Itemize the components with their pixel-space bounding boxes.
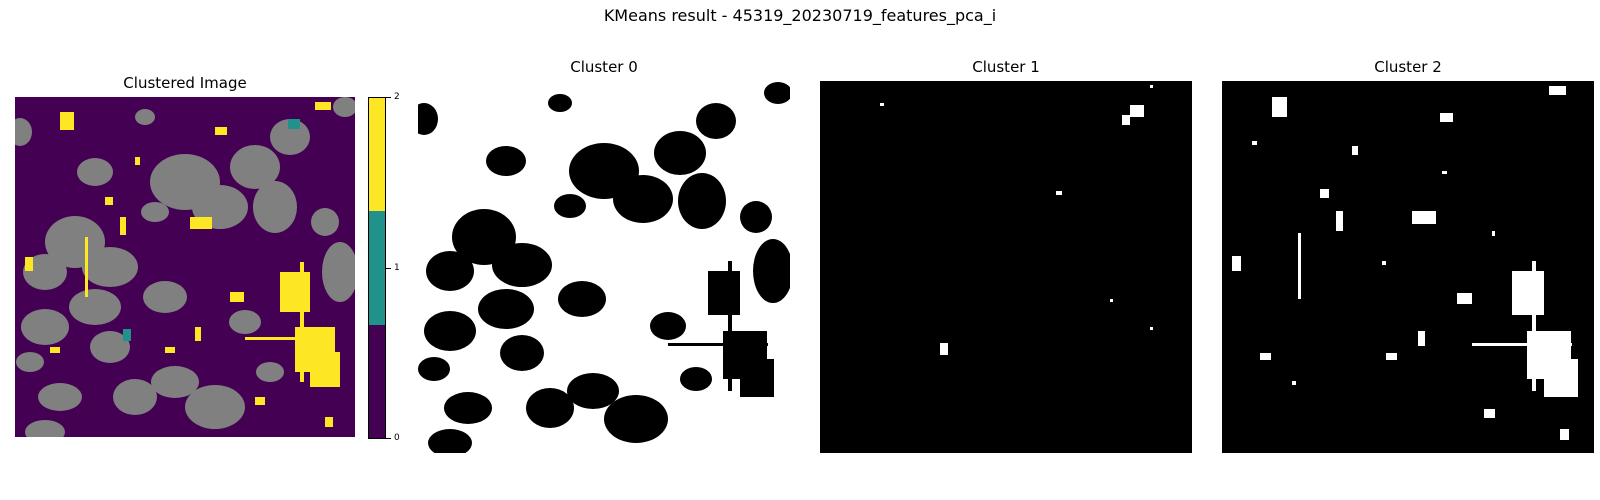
colorbar-label-2: 2: [394, 92, 400, 102]
colorbar-tick-0: [386, 438, 391, 439]
colorbar-segment-2: [369, 98, 385, 212]
colorbar: [368, 97, 386, 439]
cluster-0-title: Cluster 0: [570, 58, 638, 76]
colorbar-label-0: 0: [394, 433, 400, 443]
colorbar-tick-2: [386, 97, 391, 98]
clustered-image: [15, 97, 355, 437]
colorbar-segment-0: [369, 324, 385, 438]
colorbar-segment-1: [369, 211, 385, 325]
colorbar-label-1: 1: [394, 263, 400, 273]
clustered-image-title: Clustered Image: [123, 74, 247, 92]
cluster-2-title: Cluster 2: [1374, 58, 1442, 76]
cluster-1-title: Cluster 1: [972, 58, 1040, 76]
cluster-1-mask: [820, 81, 1192, 453]
colorbar-tick-1: [386, 268, 391, 269]
cluster-0-mask: [418, 81, 790, 453]
cluster-2-mask: [1222, 81, 1594, 453]
figure-title: KMeans result - 45319_20230719_features_…: [603, 6, 997, 25]
